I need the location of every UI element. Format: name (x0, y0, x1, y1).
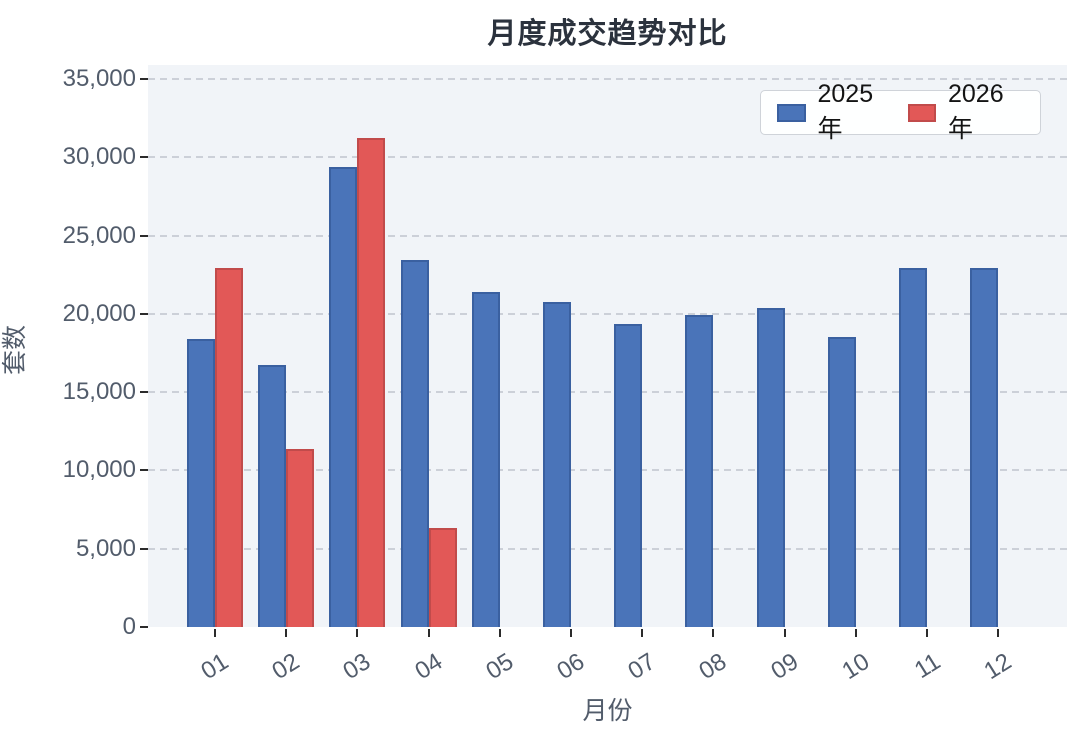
bar-2026-03 (357, 138, 386, 627)
x-tick-label: 06 (552, 648, 590, 686)
y-tick-mark (140, 391, 148, 394)
y-tick-mark (140, 547, 148, 550)
x-tick-label: 04 (409, 648, 447, 686)
legend-entry-2026: 2026年 (907, 80, 1025, 145)
gridline (148, 78, 1067, 80)
x-tick-label: 02 (267, 648, 305, 686)
y-tick-mark (140, 78, 148, 80)
legend-entry-2025: 2025年 (777, 80, 894, 145)
x-tick-label: 09 (765, 648, 803, 686)
legend-swatch-2025 (777, 103, 806, 122)
gridline (148, 312, 1067, 315)
legend-label-2026: 2026年 (948, 80, 1004, 143)
legend: 2025年 2026年 (760, 80, 1041, 143)
bar-2025-10 (827, 337, 856, 627)
y-tick-label: 5,000 (75, 534, 136, 562)
y-tick-label: 10,000 (62, 456, 136, 484)
y-tick-label: 30,000 (62, 143, 136, 171)
bar-2025-05 (471, 292, 500, 627)
x-tick-mark (498, 629, 501, 637)
bar-2026-04 (428, 528, 457, 627)
x-tick-label: 10 (837, 648, 875, 686)
bar-2025-02 (258, 365, 287, 627)
x-tick-mark (285, 629, 288, 637)
bar-2025-06 (543, 302, 571, 627)
y-tick-label: 25,000 (62, 221, 136, 249)
x-tick-label: 05 (481, 648, 519, 686)
bar-2025-04 (400, 260, 429, 627)
x-axis-title: 月份 (582, 697, 633, 725)
bar-2025-08 (685, 315, 714, 627)
plot-area: 2025年 2026年 (148, 65, 1067, 627)
y-tick-mark (140, 469, 148, 472)
x-tick-mark (570, 629, 572, 637)
y-tick-label: 15,000 (62, 378, 136, 406)
y-tick-label: 20,000 (62, 299, 136, 327)
bar-2025-09 (756, 308, 785, 627)
x-tick-label: 08 (694, 648, 732, 686)
x-tick-label: 07 (623, 648, 661, 686)
gridline (148, 391, 1067, 394)
bar-2025-11 (899, 268, 927, 627)
x-tick-label: 12 (979, 648, 1017, 686)
x-tick-mark (712, 629, 715, 637)
x-tick-mark (997, 629, 1000, 637)
y-tick-mark (140, 626, 148, 628)
bar-2026-01 (215, 268, 243, 627)
gridline (148, 234, 1067, 237)
gridline (148, 469, 1067, 472)
y-tick-mark (140, 234, 148, 237)
bar-2026-02 (286, 449, 315, 627)
chart-title: 月度成交趋势对比 (487, 18, 728, 50)
x-tick-mark (214, 629, 216, 637)
gridline (148, 156, 1067, 159)
x-tick-mark (854, 629, 857, 637)
x-tick-mark (427, 629, 430, 637)
x-tick-label: 11 (909, 648, 946, 685)
y-tick-mark (140, 312, 148, 315)
x-tick-mark (356, 629, 359, 637)
gridline (148, 547, 1067, 550)
legend-swatch-2026 (907, 103, 936, 122)
bar-2025-07 (614, 324, 643, 627)
y-tick-mark (140, 156, 148, 159)
x-tick-mark (926, 629, 928, 637)
x-tick-mark (783, 629, 786, 637)
legend-label-2025: 2025年 (817, 80, 874, 143)
x-tick-label: 03 (338, 648, 376, 686)
bar-2025-03 (329, 167, 358, 627)
x-tick-mark (641, 629, 644, 637)
x-tick-label: 01 (196, 648, 234, 686)
bar-2025-01 (187, 339, 215, 627)
y-tick-label: 35,000 (62, 65, 136, 92)
bar-2025-12 (970, 268, 999, 627)
y-tick-label: 0 (122, 613, 136, 640)
